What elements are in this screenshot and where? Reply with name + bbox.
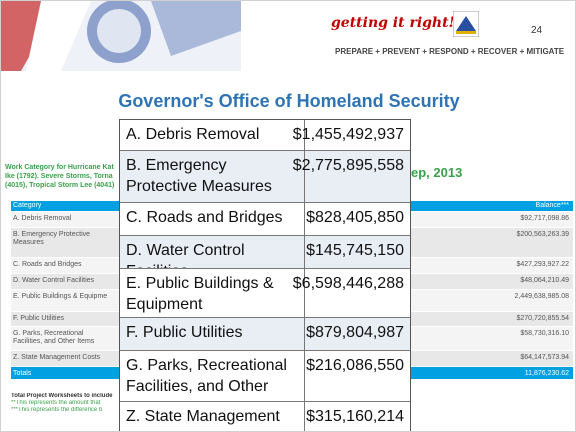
category-cell: Totals	[13, 370, 32, 377]
footnote: Total Project Worksheets to include	[11, 393, 113, 399]
left-text-line: (4015), Tropical Storm Lee (4041)	[5, 182, 115, 189]
category-cell: E. Public Buildings & Equipment	[126, 275, 274, 313]
header-cell: Category	[13, 202, 42, 209]
column-divider	[304, 269, 305, 317]
logo	[453, 11, 479, 37]
column-divider	[304, 203, 305, 235]
column-divider	[304, 120, 305, 150]
amount-cell: $315,160,214	[306, 408, 404, 425]
title: Governor's Office of Homeland Security	[118, 91, 460, 111]
footnote: **This represents the amount that	[11, 400, 101, 406]
column-divider	[304, 236, 305, 268]
page-number: 24	[531, 25, 543, 36]
category-cell: A. Debris Removal	[126, 126, 260, 143]
balance-cell: $64,147,573.94	[520, 354, 569, 361]
left-text-line: Work Category for Hurricane Kat	[5, 164, 114, 171]
balance-cell: $200,563,263.39	[516, 231, 569, 238]
balance-cell: $48,064,210.49	[520, 277, 569, 284]
overlay-row: Z. State Management Costs $315,160,214	[120, 401, 410, 431]
footnotes: Total Project Worksheets to include **Thi…	[11, 393, 121, 414]
overlay-row: B. Emergency Protective Measures $2,775,8…	[120, 150, 410, 202]
header-banner	[1, 1, 241, 71]
balance-cell: $58,730,316.10	[520, 330, 569, 337]
balance-cell: $427,293,927.22	[516, 261, 569, 268]
amount-cell: $6,598,446,288	[292, 275, 404, 292]
footnote: ***This represents the difference b	[11, 407, 103, 413]
amount-cell: $879,804,987	[306, 324, 404, 341]
category-cell: B. Emergency Protective Measures	[126, 157, 272, 195]
category-cell: G. Parks, Recreational Facilities, and O…	[13, 330, 95, 345]
balance-cell: 2,449,638,985.08	[514, 293, 570, 300]
brand: getting it right!	[331, 15, 455, 31]
left-text-line: Ike (1792). Severe Storms, Torna	[5, 173, 113, 180]
column-divider	[304, 151, 305, 202]
category-cell: F. Public Utilities	[126, 324, 243, 341]
category-cell: C. Roads and Bridges	[126, 209, 283, 226]
amount-cell: $2,775,895,558	[292, 157, 404, 174]
overlay-row: F. Public Utilities $879,804,987	[120, 317, 410, 350]
amount-cell: $828,405,850	[306, 209, 404, 226]
category-cell: E. Public Buildings & Equipme	[13, 293, 108, 300]
amount-cell: $145,745,150	[306, 242, 404, 259]
left-text: Work Category for Hurricane Kat Ike (1792…	[5, 163, 123, 190]
balance-cell: $270,720,855.54	[516, 315, 569, 322]
header-cell: Balance***	[535, 202, 569, 209]
overlay-row: G. Parks, Recreational Facilities, and O…	[120, 350, 410, 416]
category-cell: C. Roads and Bridges	[13, 261, 82, 268]
column-divider	[304, 351, 305, 401]
category-cell: F. Public Utilities	[13, 315, 64, 322]
overlay-table: A. Debris Removal $1,455,492,937 B. Emerge…	[119, 119, 411, 431]
balance-cell: 11,876,230.62	[524, 370, 569, 377]
balance-cell: $92,717,098.86	[520, 215, 569, 222]
overlay-row: E. Public Buildings & Equipment $6,598,44…	[120, 268, 410, 317]
amount-cell: $1,455,492,937	[292, 126, 404, 143]
category-cell: D. Water Control Facilities	[13, 277, 95, 284]
amount-cell: $216,086,550	[306, 357, 404, 374]
overlay-row: C. Roads and Bridges $828,405,850	[120, 202, 410, 235]
category-cell: A. Debris Removal	[13, 215, 72, 222]
subtitle-fragment: ep, 2013	[411, 165, 463, 180]
overlay-row: A. Debris Removal $1,455,492,937	[120, 120, 410, 150]
tagline: PREPARE + PREVENT + RESPOND + RECOVER + …	[335, 47, 565, 56]
category-cell: B. Emergency Protective Measures	[13, 231, 91, 246]
category-cell: Z. State Management Costs	[126, 408, 280, 431]
category-cell: Z. State Management Costs	[13, 354, 101, 361]
column-divider	[304, 318, 305, 350]
column-divider	[304, 402, 305, 431]
overlay-row: D. Water Control Facilities$145,745,150	[120, 235, 410, 280]
